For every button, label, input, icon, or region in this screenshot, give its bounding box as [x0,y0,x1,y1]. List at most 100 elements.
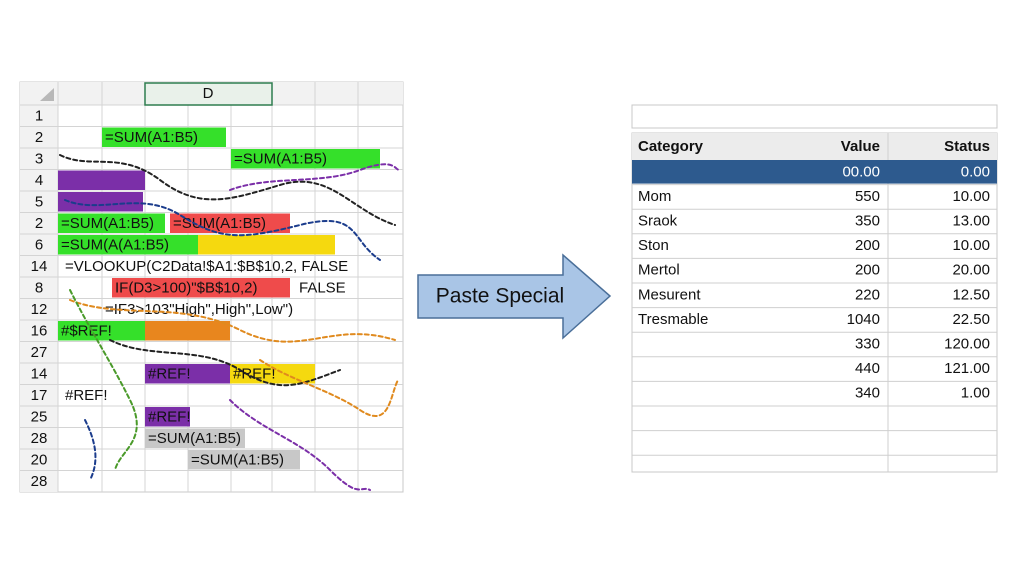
table-cell: 10.00 [952,237,990,254]
table-cell: 1040 [847,311,880,328]
cell-text: =SUM(A1:B5) [105,129,198,146]
scribble [64,199,381,261]
action-label: Paste Special [436,285,564,308]
cell-text: =SUM(A1:B5) [234,151,327,168]
sheet-cells: =SUM(A1:B5) =SUM(A1:B5) =SUM(A1:B5) =SUM(A1… [58,127,380,470]
cell-fill [198,235,335,255]
cell-text: =SUM(A(A1:B5) [61,237,169,254]
table-cell: 12.50 [952,286,990,303]
column-header: D [203,85,214,102]
row-label: 14 [31,366,48,383]
table-header: Value [841,138,880,155]
table-cell: 13.00 [952,212,990,229]
table-cell: 00.00 [842,163,880,180]
row-label: 1 [35,108,43,125]
cell-fill [231,149,380,169]
row-label: 3 [35,151,43,168]
row-label: 27 [31,344,48,361]
row-label: 28 [31,473,48,490]
formula-bar [631,104,998,129]
cell-fill [58,170,145,190]
row-label: 8 [35,280,43,297]
scribble [229,163,401,191]
row-label: 25 [31,409,48,426]
cell-fill [58,213,165,233]
table-cell: 220 [855,286,880,303]
scribble [84,419,97,481]
paste-special-arrow[interactable] [417,253,612,340]
cell-fill [112,278,290,298]
table-cell: 340 [855,385,880,402]
scribble [259,359,399,417]
cell-text: =VLOOKUP(C2Data!$A1:$B$10,2, FALSE [65,258,348,275]
table-header-bar [632,133,997,160]
row-label: 14 [31,258,48,275]
table-cell: 1.00 [961,385,990,402]
cell-fill [58,235,198,255]
cell-text: =SUM(A1:B5) [61,215,154,232]
row-label: 6 [35,237,43,254]
table-cell: 440 [855,360,880,377]
table-header: Category [638,138,704,155]
table-cell: Mesurent [638,286,701,303]
row-label: 17 [31,387,48,404]
scribble [59,154,396,226]
row-label: 5 [35,194,43,211]
cell-fill [145,321,230,341]
cell-text: =SUM(A1:B5) [173,215,266,232]
table-cell: 200 [855,237,880,254]
cell-text: =IF3>103"High",High",Low") [105,301,293,318]
cell-text: #REF! [148,366,191,383]
row-label: 2 [35,215,43,232]
cell-text: =SUM(A1:B5) [191,452,284,469]
table-header: Status [944,138,990,155]
cell-fill [188,450,300,470]
table-cell: 22.50 [952,311,990,328]
cell-text: #REF! [148,409,191,426]
table-cell: Ston [638,237,669,254]
table-cell: 20.00 [952,262,990,279]
cell-text: =SUM(A1:B5) [148,430,241,447]
scribble [69,289,138,471]
cell-text: #REF! [233,366,276,383]
scribble [69,299,396,343]
table-cell: 550 [855,188,880,205]
cell-fill [145,428,245,448]
table-cell: 350 [855,212,880,229]
active-column-header[interactable] [144,82,273,106]
row-label: 2 [35,129,43,146]
row-label: 12 [31,301,48,318]
select-all [40,88,54,101]
cell-fill [58,192,143,212]
cell-fill [102,127,226,147]
table-cell: 10.00 [952,188,990,205]
row-label: 20 [31,452,48,469]
cell-text: IF(D3>100)"$B$10,2) [115,280,258,297]
cell-fill [58,321,145,341]
table-cell: Tresmable [638,311,708,328]
cell-text: #$REF! [61,323,112,340]
result-table [631,132,998,473]
table-cell: Sraok [638,212,678,229]
table-cell: 120.00 [944,335,990,352]
table-cell: Mertol [638,262,680,279]
table-cell: 330 [855,335,880,352]
cell-fill [170,213,290,233]
selected-row [632,160,997,184]
table-cell: 0.00 [961,163,990,180]
table-cell: 121.00 [944,360,990,377]
row-label: 28 [31,430,48,447]
scribble [229,399,371,491]
cell-fill [145,364,230,384]
row-label: 4 [35,172,43,189]
scribbles [59,154,401,491]
cell-text: FALSE [299,280,346,297]
table-cell: Mom [638,188,671,205]
row-label: 16 [31,323,48,340]
cell-text: #REF! [65,387,108,404]
cell-fill [145,407,190,427]
table-cell: 200 [855,262,880,279]
table-body: Category Value Status 00.00 0.00 Mom 550 10.00 S… [632,133,997,472]
